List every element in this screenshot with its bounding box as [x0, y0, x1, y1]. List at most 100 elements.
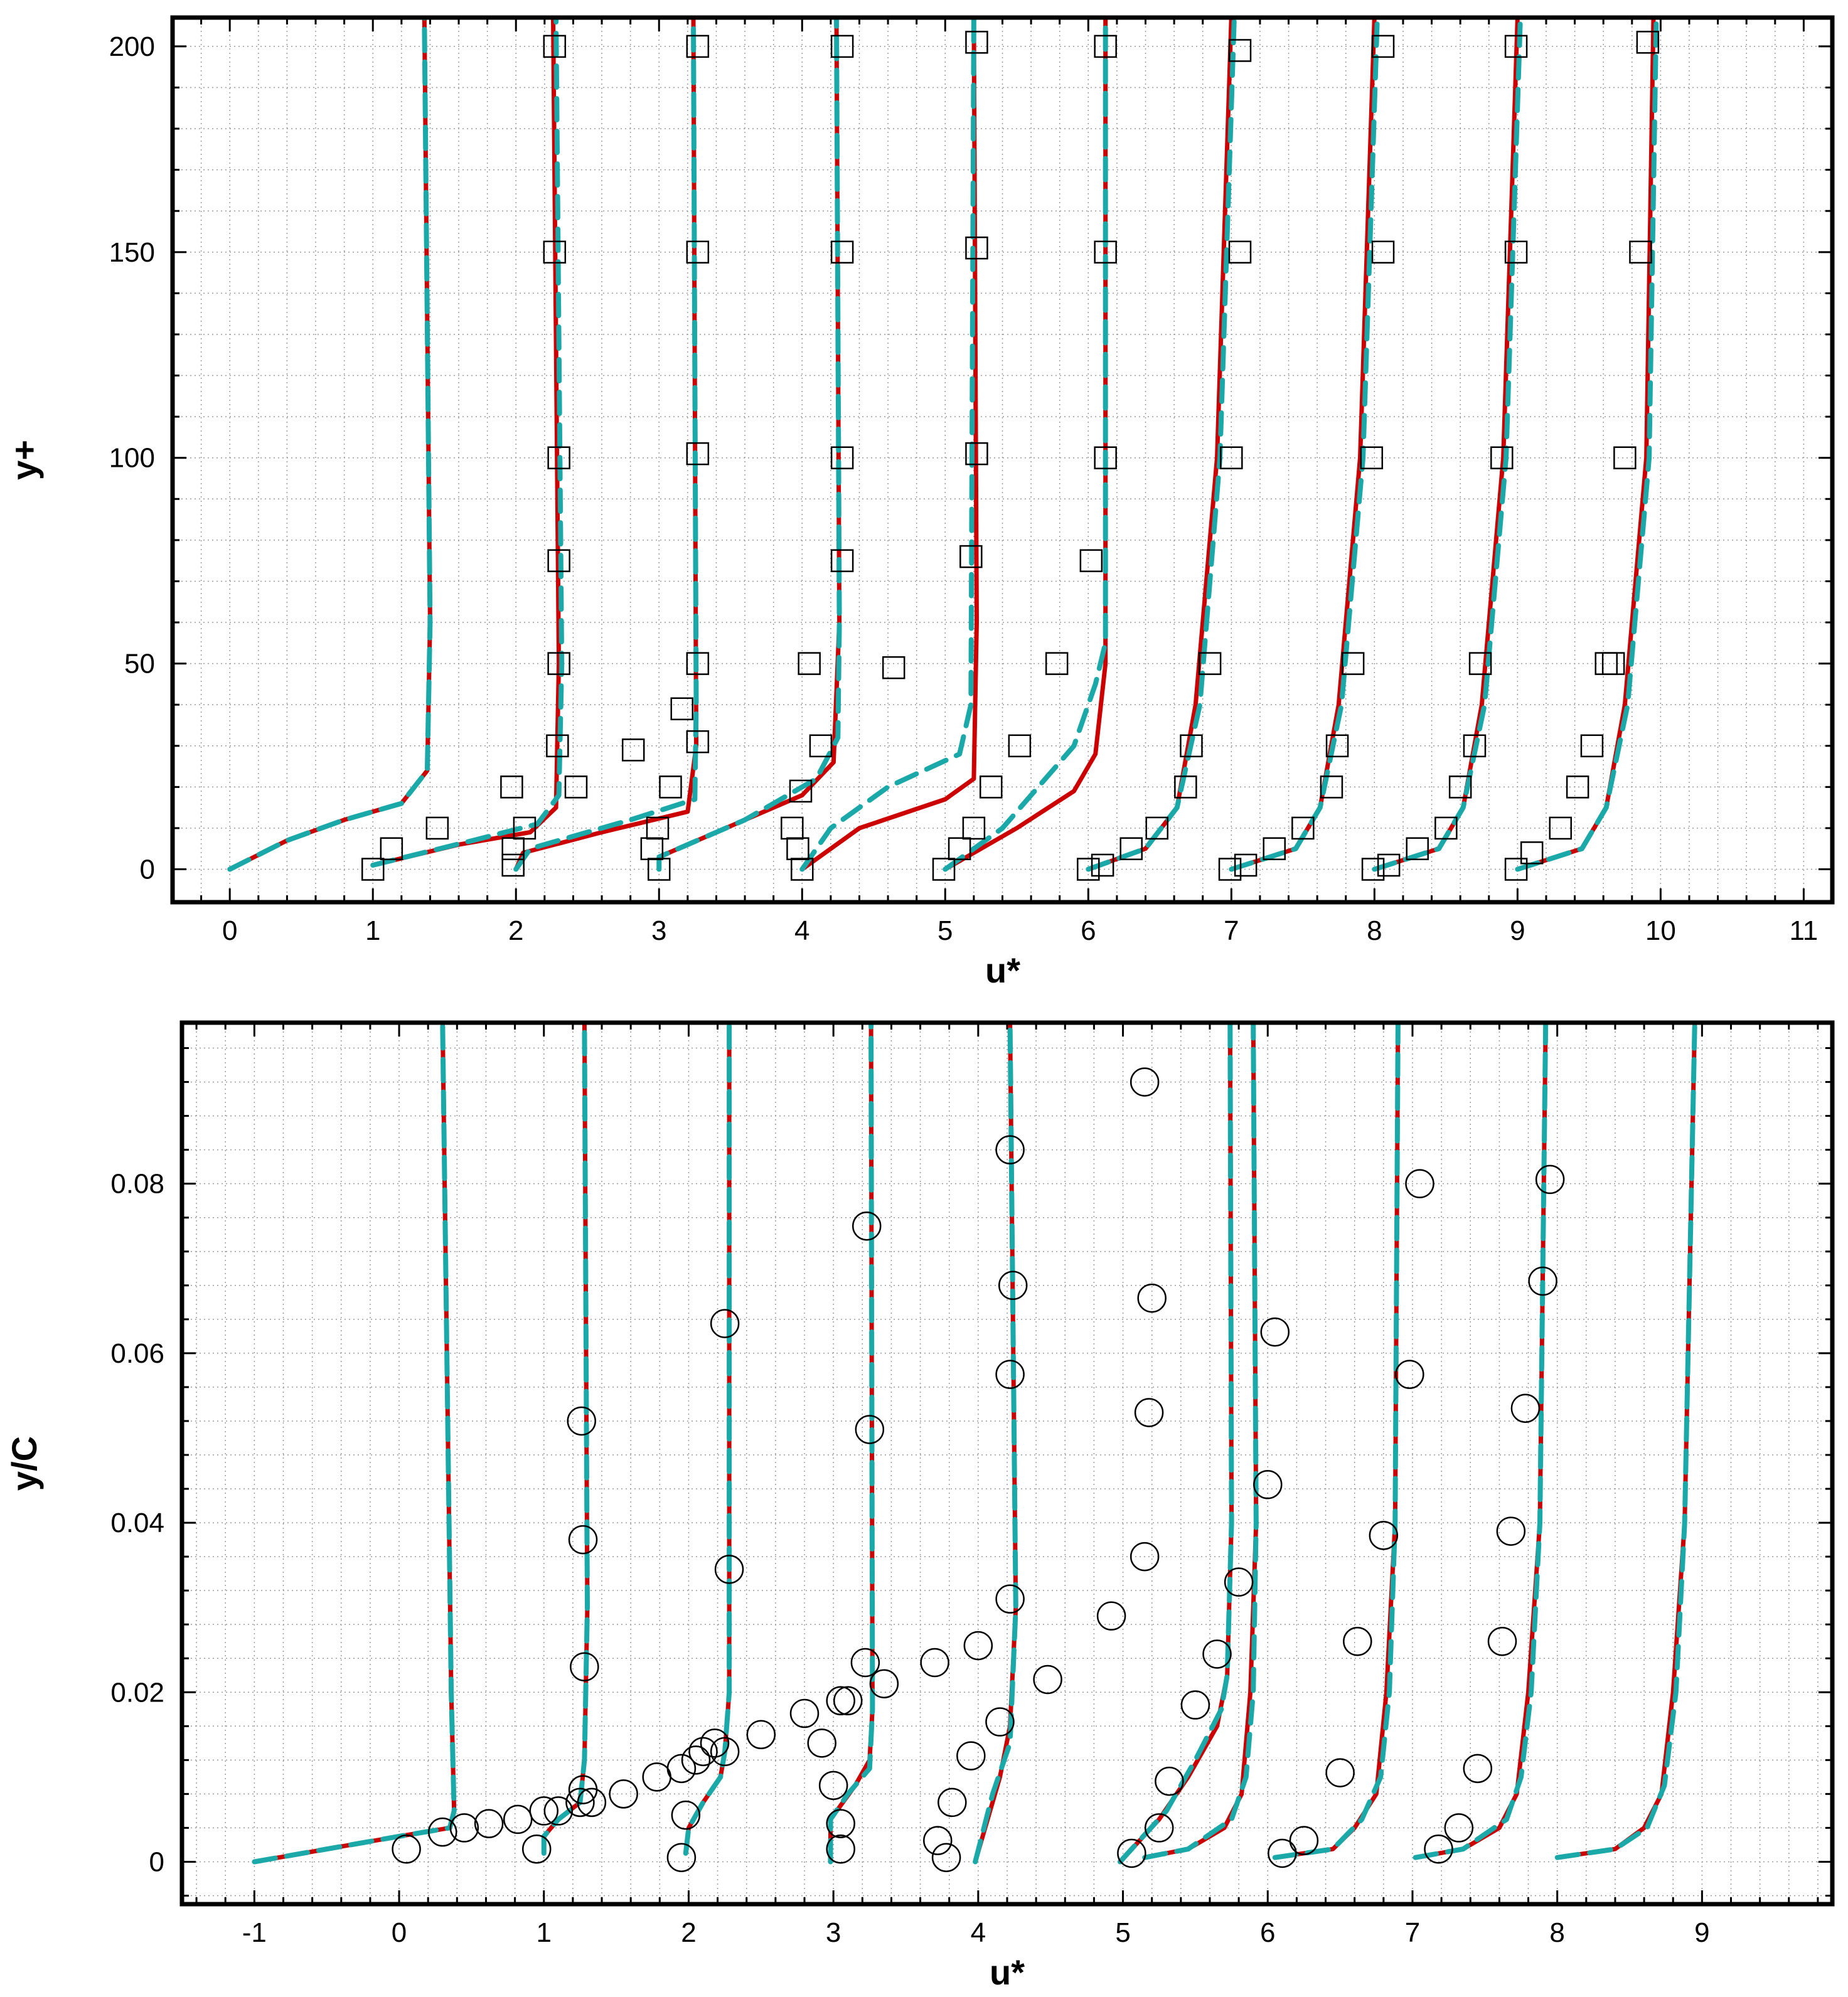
y-tick-label: 0.08 [110, 1169, 164, 1200]
square-marker [1091, 853, 1114, 877]
square-marker [932, 858, 956, 881]
square-marker [686, 730, 710, 754]
circle-marker [937, 1787, 967, 1818]
circle-marker [710, 1309, 740, 1338]
circle-marker [700, 1728, 730, 1758]
circle-marker [1268, 1838, 1297, 1868]
circle-marker [521, 1834, 552, 1864]
y-tick-label: 0 [149, 1846, 164, 1877]
square-marker [830, 240, 854, 264]
square-marker [948, 837, 971, 860]
x-tick-label: 6 [1260, 1917, 1275, 1948]
cyan-dashed-profile [1272, 1023, 1401, 1860]
circle-marker [666, 1754, 697, 1784]
circle-marker [1260, 1317, 1290, 1347]
x-axis-title: u* [990, 1952, 1025, 1992]
square-marker [965, 31, 988, 54]
circle-marker [503, 1804, 533, 1835]
plot-area [252, 1023, 1697, 1872]
circle-marker [688, 1737, 718, 1767]
circle-marker [869, 1669, 899, 1698]
square-marker [786, 837, 809, 860]
square-marker [546, 734, 569, 758]
square-marker [980, 775, 1003, 799]
square-marker [670, 697, 693, 721]
square-marker [1448, 775, 1472, 799]
x-tick-label: 4 [794, 915, 809, 946]
square-marker [361, 858, 385, 881]
square-marker [1361, 858, 1385, 881]
square-marker [798, 652, 821, 675]
square-marker [686, 240, 710, 264]
circle-marker [710, 1737, 740, 1767]
x-tick-label: 5 [1115, 1917, 1130, 1948]
red-solid-profile [370, 18, 562, 868]
x-tick-label: 7 [1405, 1917, 1420, 1948]
square-marker [1490, 446, 1514, 469]
square-marker [1220, 446, 1243, 469]
square-marker [500, 775, 523, 799]
cyan-dashed-profile [1142, 1023, 1259, 1860]
circle-marker [714, 1555, 744, 1584]
square-marker [513, 816, 537, 840]
square-marker [1008, 734, 1032, 758]
square-marker [659, 775, 682, 799]
circle-marker [746, 1720, 776, 1750]
cyan-dashed-profile [1515, 18, 1659, 872]
circle-marker [1130, 1542, 1160, 1572]
circle-marker [826, 1686, 855, 1716]
circle-marker [1134, 1398, 1164, 1427]
circle-marker [1253, 1470, 1283, 1499]
circle-marker [826, 1809, 855, 1838]
x-tick-label: 0 [222, 915, 237, 946]
square-marker [621, 738, 645, 762]
square-marker [547, 446, 570, 469]
square-marker [547, 652, 570, 675]
cyan-dashed-profile [1117, 1023, 1234, 1865]
circle-marker [1130, 1067, 1160, 1097]
red-solid-profile [799, 18, 979, 871]
square-marker [1119, 837, 1143, 860]
square-marker [686, 35, 710, 58]
square-marker [1434, 816, 1458, 840]
circle-marker [1137, 1283, 1167, 1313]
square-marker [1325, 734, 1349, 758]
circle-marker [681, 1745, 711, 1775]
y-axis-title: y/C [4, 1436, 44, 1491]
circle-marker [1033, 1664, 1062, 1695]
circle-marker [1405, 1169, 1434, 1198]
square-marker [1580, 734, 1604, 758]
x-tick-label: -1 [242, 1917, 267, 1948]
square-marker [1520, 841, 1544, 865]
square-marker [965, 237, 988, 260]
x-tick-label: 3 [826, 1917, 841, 1948]
circle-marker [995, 1584, 1025, 1614]
square-marker [1360, 446, 1384, 469]
x-tick-label: 2 [681, 1917, 696, 1948]
square-marker [830, 35, 854, 58]
cyan-dashed-profile [1554, 1023, 1697, 1860]
square-marker [1145, 816, 1169, 840]
square-marker [1371, 35, 1395, 58]
square-marker [1228, 39, 1252, 62]
circle-marker [568, 1525, 598, 1555]
square-marker [830, 446, 854, 469]
square-marker [1504, 240, 1528, 264]
square-marker [1094, 446, 1117, 469]
square-marker [882, 656, 905, 679]
circle-marker [985, 1707, 1015, 1737]
square-marker [1094, 240, 1117, 264]
red-solid-profile [1142, 1023, 1259, 1860]
red-solid-profile [683, 1023, 732, 1856]
cyan-dashed-profile [1413, 1023, 1549, 1860]
plot-area [227, 18, 1660, 881]
square-marker [1228, 240, 1252, 264]
x-tick-label: 9 [1694, 1917, 1709, 1948]
square-marker [543, 35, 567, 58]
circle-marker [920, 1648, 949, 1678]
bottom-chart-panel: -1 0 1 2 3 4 5 6 7 8 9 0 0.02 0.04 0.06 0.08 u* y/C [4, 1020, 1835, 1992]
cyan-dashed-profile [943, 18, 1108, 872]
square-marker [1077, 858, 1100, 881]
circle-marker [956, 1741, 986, 1771]
